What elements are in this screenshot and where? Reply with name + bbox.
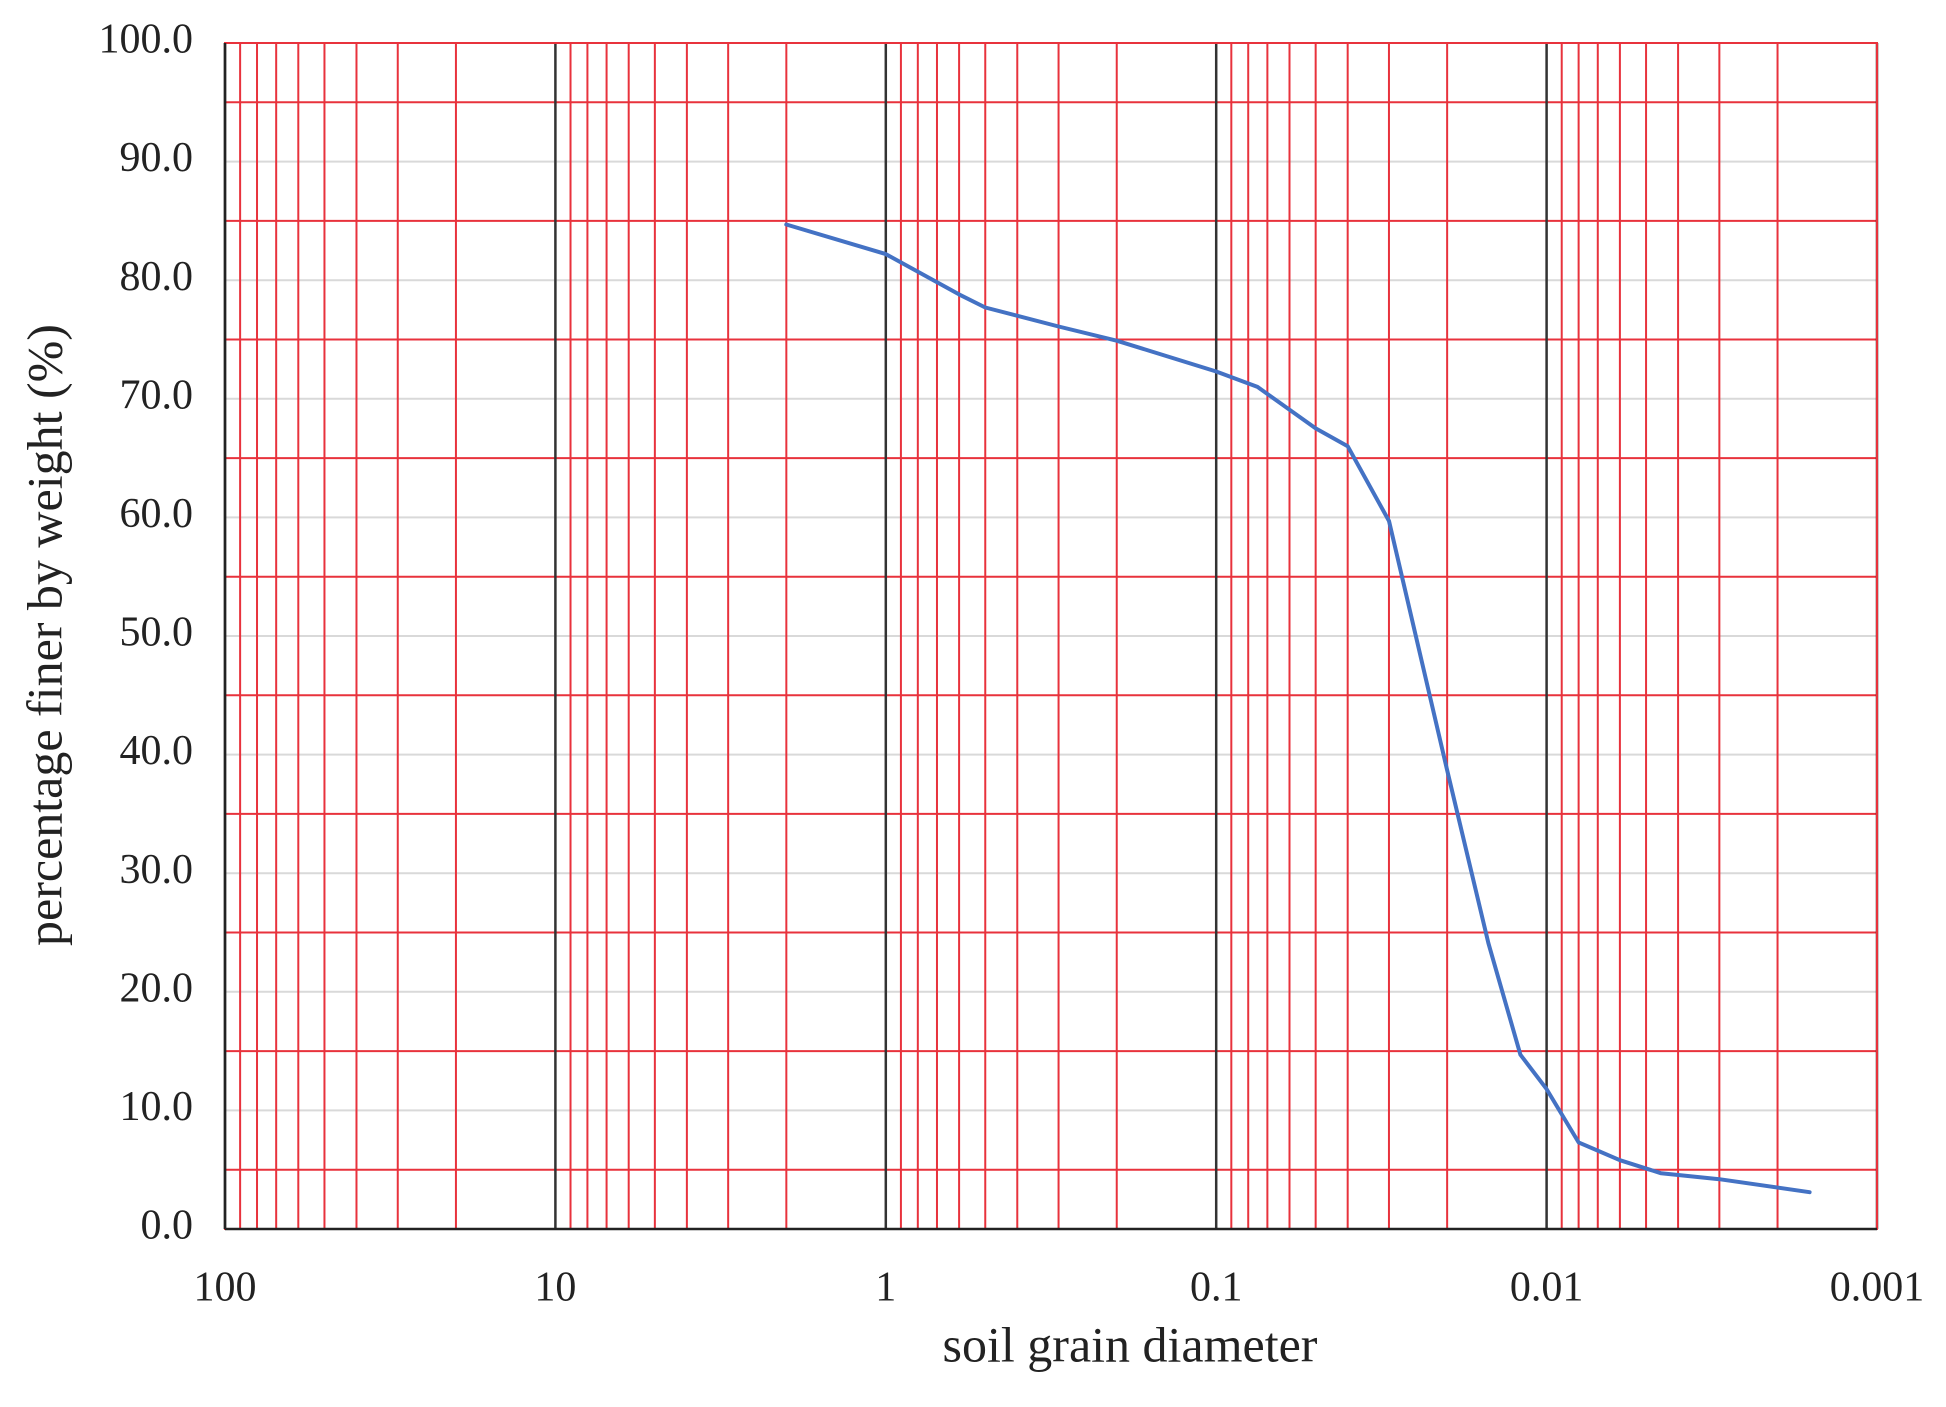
x-tick-label: 0.001: [1830, 1265, 1925, 1311]
x-tick-label: 1: [875, 1265, 896, 1311]
y-axis-label: percentage finer by weight (%): [16, 324, 72, 946]
y-tick-label: 90.0: [120, 135, 194, 181]
y-tick-label: 40.0: [120, 728, 194, 774]
y-tick-label: 10.0: [120, 1084, 194, 1130]
y-tick-label: 30.0: [120, 847, 194, 893]
x-tick-label: 100: [194, 1265, 257, 1311]
y-tick-label: 80.0: [120, 254, 194, 300]
y-tick-label: 0.0: [141, 1203, 194, 1249]
y-tick-label: 50.0: [120, 610, 194, 656]
y-tick-label: 20.0: [120, 965, 194, 1011]
y-tick-label: 60.0: [120, 491, 194, 537]
x-tick-label: 0.01: [1510, 1265, 1584, 1311]
x-tick-label: 0.1: [1190, 1265, 1243, 1311]
y-tick-label: 70.0: [120, 372, 194, 418]
y-tick-label: 100.0: [99, 17, 194, 63]
x-axis-label: soil grain diameter: [943, 1316, 1318, 1372]
x-tick-label: 10: [534, 1265, 576, 1311]
data-line: [784, 222, 1812, 1195]
